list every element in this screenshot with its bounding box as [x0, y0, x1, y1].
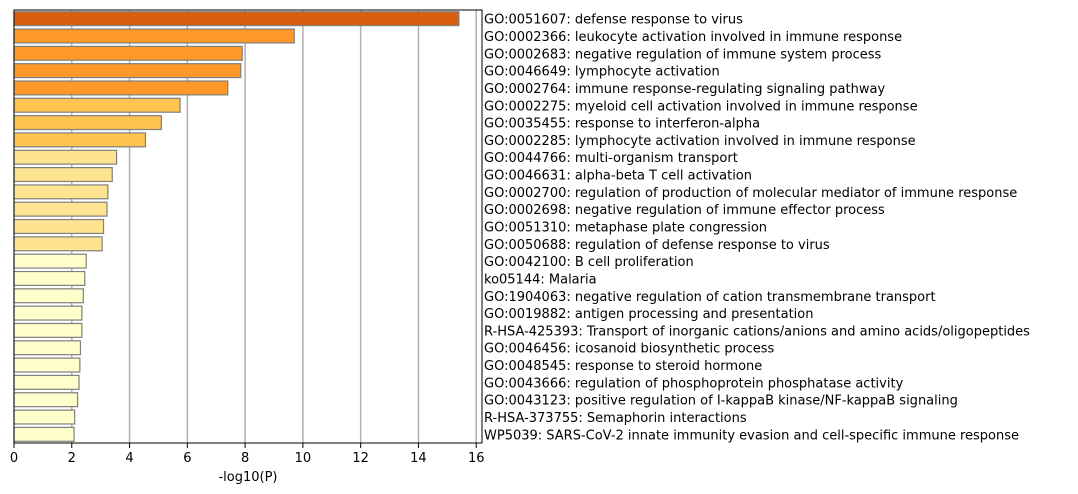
bar [13, 236, 103, 252]
category-label: GO:0035455: response to interferon-alpha [484, 117, 760, 132]
category-label: GO:0051607: defense response to virus [484, 13, 743, 28]
x-tick-label: 16 [468, 451, 485, 466]
category-label: R-HSA-425393: Transport of inorganic cat… [484, 324, 1030, 339]
x-tick-label: 4 [125, 451, 133, 466]
bar [13, 374, 80, 390]
x-tick-label: 12 [352, 451, 369, 466]
bar [13, 80, 229, 96]
bar [13, 28, 295, 44]
bar [13, 270, 86, 286]
bar [13, 11, 460, 27]
category-labels: GO:0051607: defense response to virus GO:… [484, 13, 1030, 444]
bar [13, 132, 147, 148]
bars-layer [13, 11, 460, 442]
plot-area-frame [13, 9, 483, 444]
category-label: GO:0002683: negative regulation of immun… [484, 47, 882, 62]
bar [13, 322, 83, 338]
category-label: GO:0046631: alpha-beta T cell activation [484, 169, 752, 184]
x-axis-label: -log10(P) [218, 470, 277, 485]
x-tick-label: 0 [10, 451, 18, 466]
category-label: WP5039: SARS-CoV-2 innate immunity evasi… [484, 428, 1019, 443]
bar [13, 184, 109, 200]
x-tick-label: 14 [410, 451, 427, 466]
bar [13, 167, 113, 183]
category-label: GO:1904063: negative regulation of catio… [484, 290, 936, 305]
x-tick-label: 8 [241, 451, 249, 466]
category-label: GO:0042100: B cell proliferation [484, 255, 694, 270]
category-label: GO:0046649: lymphocyte activation [484, 65, 720, 80]
bar [13, 409, 76, 425]
category-label: GO:0002366: leukocyte activation involve… [484, 30, 902, 45]
bar [13, 201, 108, 217]
bar [13, 149, 118, 165]
bar [13, 115, 162, 131]
x-tick-label: 6 [183, 451, 191, 466]
category-label: GO:0051310: metaphase plate congression [484, 221, 767, 236]
x-tick-label: 2 [68, 451, 76, 466]
bar [13, 45, 243, 61]
category-label: GO:0050688: regulation of defense respon… [484, 238, 830, 253]
category-label: GO:0044766: multi-organism transport [484, 151, 738, 166]
category-label: R-HSA-373755: Semaphorin interactions [484, 411, 747, 426]
category-label: GO:0002698: negative regulation of immun… [484, 203, 885, 218]
bar [13, 253, 87, 269]
bar [13, 392, 79, 408]
category-label: GO:0048545: response to steroid hormone [484, 359, 762, 374]
category-label: GO:0002764: immune response-regulating s… [484, 82, 885, 97]
category-label: GO:0002700: regulation of production of … [484, 186, 1017, 201]
bar [13, 340, 82, 356]
bar [13, 97, 181, 113]
bar [13, 288, 84, 304]
category-label: ko05144: Malaria [484, 272, 597, 287]
x-tick-label: 10 [295, 451, 312, 466]
category-label: GO:0043666: regulation of phosphoprotein… [484, 376, 904, 391]
bar [13, 426, 75, 442]
category-label: GO:0002275: myeloid cell activation invo… [484, 99, 918, 114]
category-label: GO:0046456: icosanoid biosynthetic proce… [484, 342, 775, 357]
bar [13, 357, 81, 373]
x-axis: 0 2 4 6 8 10 12 14 16 [10, 443, 485, 466]
bar [13, 63, 242, 79]
category-label: GO:0043123: positive regulation of I-kap… [484, 394, 958, 409]
bar [13, 218, 105, 235]
bar [13, 305, 83, 321]
category-label: GO:0019882: antigen processing and prese… [484, 307, 813, 322]
category-label: GO:0002285: lymphocyte activation involv… [484, 134, 916, 149]
